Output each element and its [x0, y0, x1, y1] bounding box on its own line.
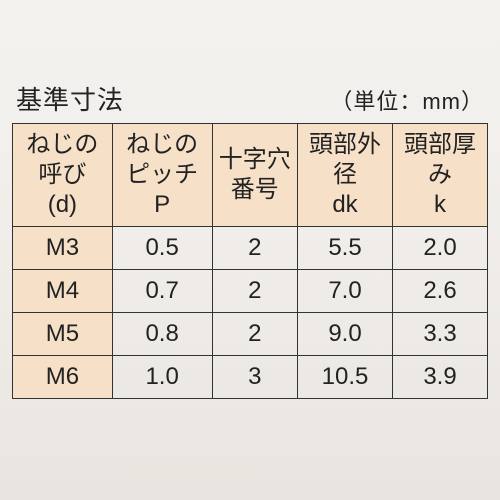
cell-k: 2.0	[393, 227, 488, 270]
col-header-dk-line1: 頭部外径	[300, 130, 390, 190]
cell-p: 0.5	[112, 227, 212, 270]
canvas: 基準寸法 （単位：mm） ねじの呼び (d) ねじのピッチ P	[0, 0, 500, 500]
cell-dk: 10.5	[298, 356, 393, 399]
col-header-k: 頭部厚み k	[393, 124, 488, 227]
table-header-row: ねじの呼び (d) ねじのピッチ P 十字穴 番号 頭部外径 dk	[13, 124, 488, 227]
cell-dk: 5.5	[298, 227, 393, 270]
cell-d: M3	[13, 227, 113, 270]
col-header-k-line1: 頭部厚み	[395, 130, 485, 190]
table-row: M4 0.7 2 7.0 2.6	[13, 270, 488, 313]
col-header-p-line1: ねじのピッチ	[115, 130, 210, 190]
cell-dk: 7.0	[298, 270, 393, 313]
col-header-p-line2: P	[115, 190, 210, 220]
spec-table: ねじの呼び (d) ねじのピッチ P 十字穴 番号 頭部外径 dk	[12, 123, 488, 399]
table-row: M6 1.0 3 10.5 3.9	[13, 356, 488, 399]
title-row: 基準寸法 （単位：mm）	[12, 80, 488, 117]
cell-cross: 2	[212, 270, 298, 313]
unit-label: （単位：mm）	[330, 84, 484, 116]
cell-d: M5	[13, 313, 113, 356]
col-header-d: ねじの呼び (d)	[13, 124, 113, 227]
col-header-cross: 十字穴 番号	[212, 124, 298, 227]
cell-cross: 2	[212, 313, 298, 356]
col-header-cross-line1: 十字穴	[215, 145, 296, 175]
col-header-dk: 頭部外径 dk	[298, 124, 393, 227]
cell-dk: 9.0	[298, 313, 393, 356]
table-row: M5 0.8 2 9.0 3.3	[13, 313, 488, 356]
cell-d: M6	[13, 356, 113, 399]
col-header-k-line2: k	[395, 190, 485, 220]
cell-cross: 3	[212, 356, 298, 399]
cell-p: 1.0	[112, 356, 212, 399]
cell-p: 0.7	[112, 270, 212, 313]
col-header-dk-line2: dk	[300, 190, 390, 220]
cell-p: 0.8	[112, 313, 212, 356]
content-block: 基準寸法 （単位：mm） ねじの呼び (d) ねじのピッチ P	[12, 80, 488, 399]
col-header-cross-line2: 番号	[215, 175, 296, 205]
cell-cross: 2	[212, 227, 298, 270]
cell-k: 3.9	[393, 356, 488, 399]
cell-k: 3.3	[393, 313, 488, 356]
table-row: M3 0.5 2 5.5 2.0	[13, 227, 488, 270]
col-header-p: ねじのピッチ P	[112, 124, 212, 227]
cell-k: 2.6	[393, 270, 488, 313]
cell-d: M4	[13, 270, 113, 313]
col-header-d-line2: (d)	[15, 190, 110, 220]
page-title: 基準寸法	[16, 80, 124, 117]
col-header-d-line1: ねじの呼び	[15, 130, 110, 190]
